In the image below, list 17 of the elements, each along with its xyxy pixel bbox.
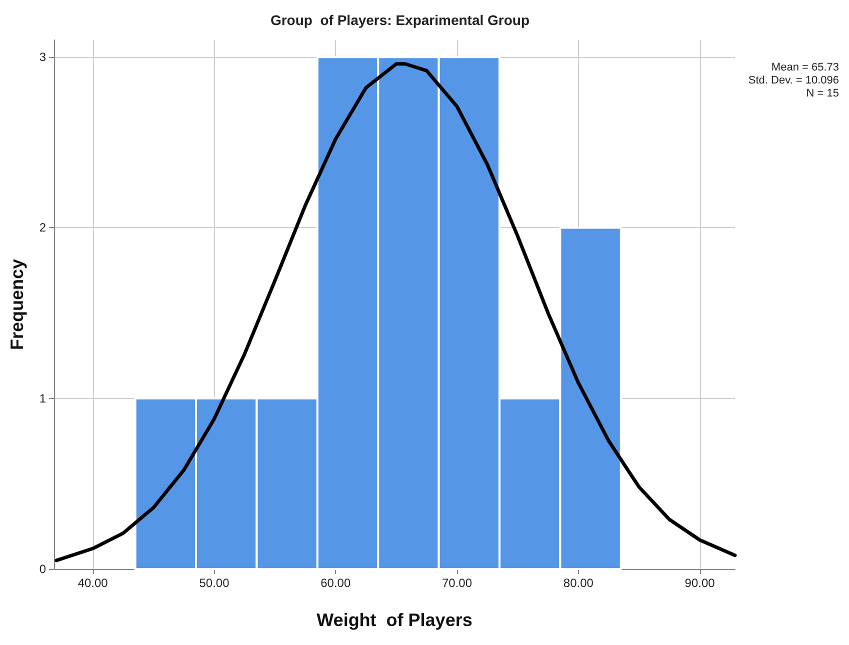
y-tick-label: 2	[39, 220, 46, 235]
x-tick-label: 70.00	[442, 576, 472, 590]
y-tick-label: 0	[39, 562, 46, 576]
y-axis-title: Frequency	[7, 258, 27, 350]
x-tick-label: 60.00	[320, 576, 351, 590]
x-tick-label: 90.00	[684, 576, 716, 590]
y-tick-label: 1	[39, 391, 46, 406]
x-axis-title: Weight of Players	[316, 610, 472, 630]
chart-title: Group of Players: Exparimental Group	[270, 12, 530, 28]
text: N = 15	[806, 88, 840, 100]
line-series	[54, 62, 737, 562]
x-tick-label: 40.00	[78, 576, 108, 590]
x-tick-label: 80.00	[563, 576, 594, 590]
text: Std. Dev. = 10.096	[748, 74, 840, 86]
y-tick-label: 3	[39, 50, 46, 64]
text: Mean = 65.73	[771, 62, 840, 74]
x-tick-label: 50.00	[199, 576, 230, 590]
